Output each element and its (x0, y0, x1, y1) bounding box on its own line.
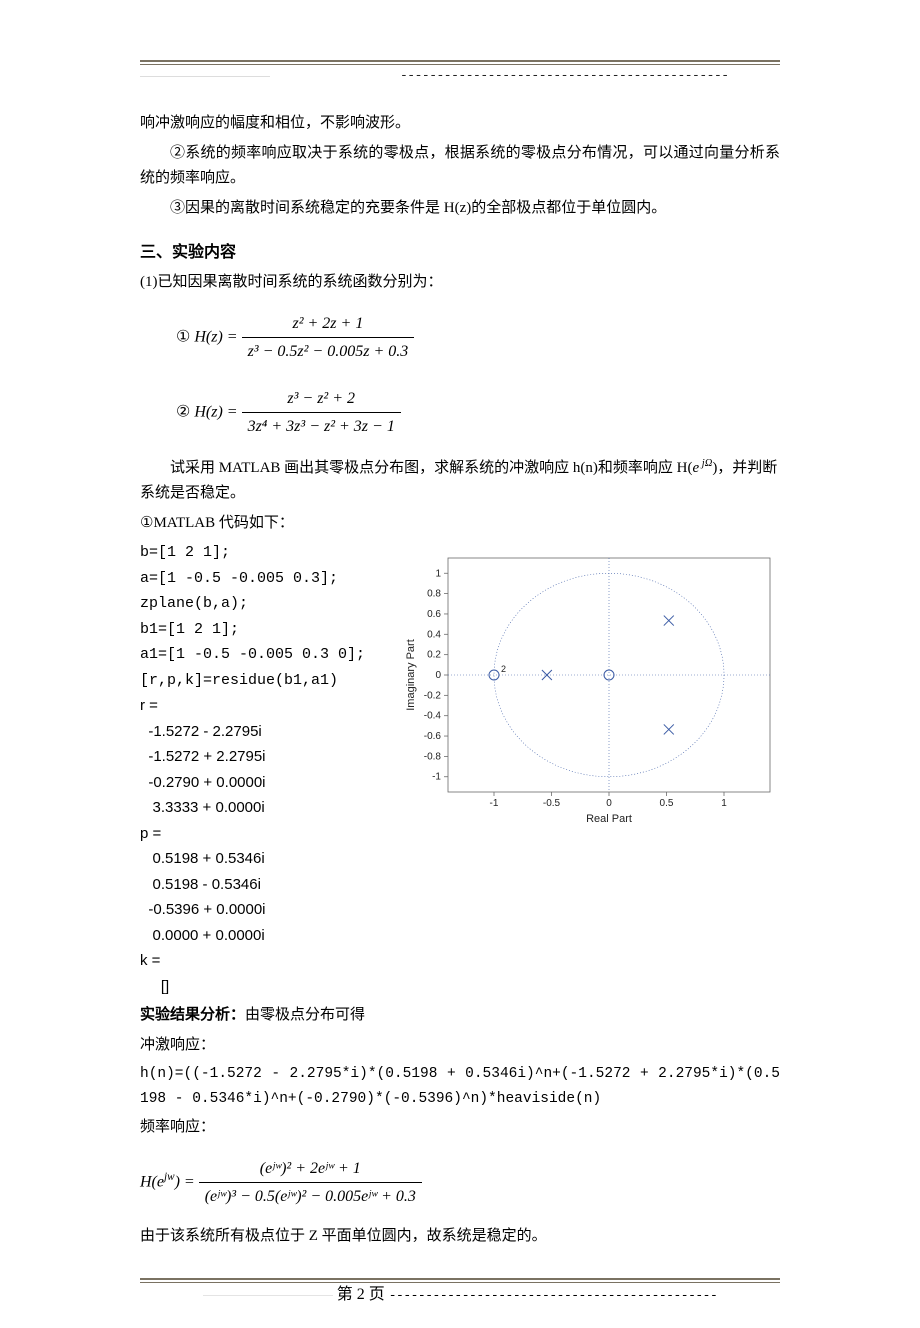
svg-text:0.5: 0.5 (660, 798, 674, 809)
formula-1: ① H(z) = z² + 2z + 1 z³ − 0.5z² − 0.005z… (140, 300, 780, 375)
result-k-0: [] (140, 974, 400, 1000)
result-k-label: k = (140, 948, 400, 974)
result-p-2: -0.5396 + 0.0000i (140, 897, 400, 923)
footer-rule (140, 1278, 780, 1283)
header-rule (140, 60, 780, 65)
svg-text:Imaginary Part: Imaginary Part (405, 639, 417, 711)
svg-text:0.4: 0.4 (427, 629, 441, 640)
formula-2: ② H(z) = z³ − z² + 2 3z⁴ + 3z³ − z² + 3z… (140, 375, 780, 450)
svg-text:0.8: 0.8 (427, 589, 441, 600)
formula-3-denominator: (eʲʷ)³ − 0.5(eʲʷ)² − 0.005eʲʷ + 0.3 (199, 1183, 422, 1210)
analysis-title: 实验结果分析：由零极点分布可得 (140, 1003, 780, 1029)
result-r-1: -1.5272 + 2.2795i (140, 744, 400, 770)
result-p-1: 0.5198 - 0.5346i (140, 872, 400, 898)
section-3-item1: (1)已知因果离散时间系统的系统函数分别为： (140, 270, 780, 296)
page: ----------------------------------------… (0, 0, 920, 1328)
formula-3: H(ejw) = (eʲʷ)² + 2eʲʷ + 1 (eʲʷ)³ − 0.5(… (140, 1145, 780, 1220)
result-p-label: p = (140, 821, 400, 847)
freq-label: 频率响应： (140, 1115, 780, 1141)
svg-text:-0.4: -0.4 (424, 711, 442, 722)
result-r-0: -1.5272 - 2.2795i (140, 719, 400, 745)
result-p-3: 0.0000 + 0.0000i (140, 923, 400, 949)
svg-text:0: 0 (606, 798, 612, 809)
impulse-label: 冲激响应： (140, 1033, 780, 1059)
intro-line-1: 响冲激响应的幅度和相位，不影响波形。 (140, 111, 780, 137)
svg-text:1: 1 (721, 798, 727, 809)
formula-1-denominator: z³ − 0.5z² − 0.005z + 0.3 (242, 338, 415, 365)
result-r-2: -0.2790 + 0.0000i (140, 770, 400, 796)
formula-2-numerator: z³ − z² + 2 (242, 385, 401, 413)
svg-text:1: 1 (435, 568, 441, 579)
svg-text:-1: -1 (432, 772, 441, 783)
result-r-label: r = (140, 693, 400, 719)
svg-text:-0.5: -0.5 (543, 798, 561, 809)
formula-3-numerator: (eʲʷ)² + 2eʲʷ + 1 (199, 1155, 422, 1183)
svg-text:Real Part: Real Part (586, 813, 632, 825)
formula-2-denominator: 3z⁴ + 3z³ − z² + 3z − 1 (242, 413, 401, 440)
result-r-3: 3.3333 + 0.0000i (140, 795, 400, 821)
zplane-chart: -1 -0.5 0 0.5 1 -1 -0.8 -0.6 -0.4 -0.2 0 0.2 0.4 0.6 0… (400, 548, 780, 828)
footer-text: 第 2 页 ----------------------------------… (140, 1281, 780, 1308)
impulse-expr: h(n)=((-1.5272 - 2.2795*i)*(0.5198 + 0.5… (140, 1062, 780, 1111)
stable-conclusion: 由于该系统所有极点位于 Z 平面单位圆内，故系统是稳定的。 (140, 1224, 780, 1250)
svg-text:-1: -1 (490, 798, 499, 809)
svg-text:0: 0 (435, 670, 441, 681)
intro-line-3: ③因果的离散时间系统稳定的充要条件是 H(z)的全部极点都位于单位圆内。 (140, 196, 780, 222)
matlab-code-label: ①MATLAB 代码如下： (140, 511, 780, 537)
header-dashes: ----------------------------------------… (140, 65, 780, 87)
svg-text:-0.2: -0.2 (424, 690, 442, 701)
svg-text:0.6: 0.6 (427, 609, 441, 620)
section-3-title: 三、实验内容 (140, 239, 780, 266)
svg-text:0.2: 0.2 (427, 650, 441, 661)
matlab-code: b=[1 2 1]; a=[1 -0.5 -0.005 0.3]; zplane… (140, 540, 400, 693)
formula-1-numerator: z² + 2z + 1 (242, 310, 415, 338)
svg-text:-0.8: -0.8 (424, 751, 442, 762)
svg-text:-0.6: -0.6 (424, 731, 442, 742)
svg-text:2: 2 (501, 664, 506, 674)
intro-line-2: ②系统的频率响应取决于系统的零极点，根据系统的零极点分布情况，可以通过向量分析系… (140, 141, 780, 192)
code-and-chart: b=[1 2 1]; a=[1 -0.5 -0.005 0.3]; zplane… (140, 540, 780, 999)
result-p-0: 0.5198 + 0.5346i (140, 846, 400, 872)
zplane-svg: -1 -0.5 0 0.5 1 -1 -0.8 -0.6 -0.4 -0.2 0 0.2 0.4 0.6 0… (400, 548, 780, 828)
section-3-note: 试采用 MATLAB 画出其零极点分布图，求解系统的冲激响应 h(n)和频率响应… (140, 455, 780, 507)
